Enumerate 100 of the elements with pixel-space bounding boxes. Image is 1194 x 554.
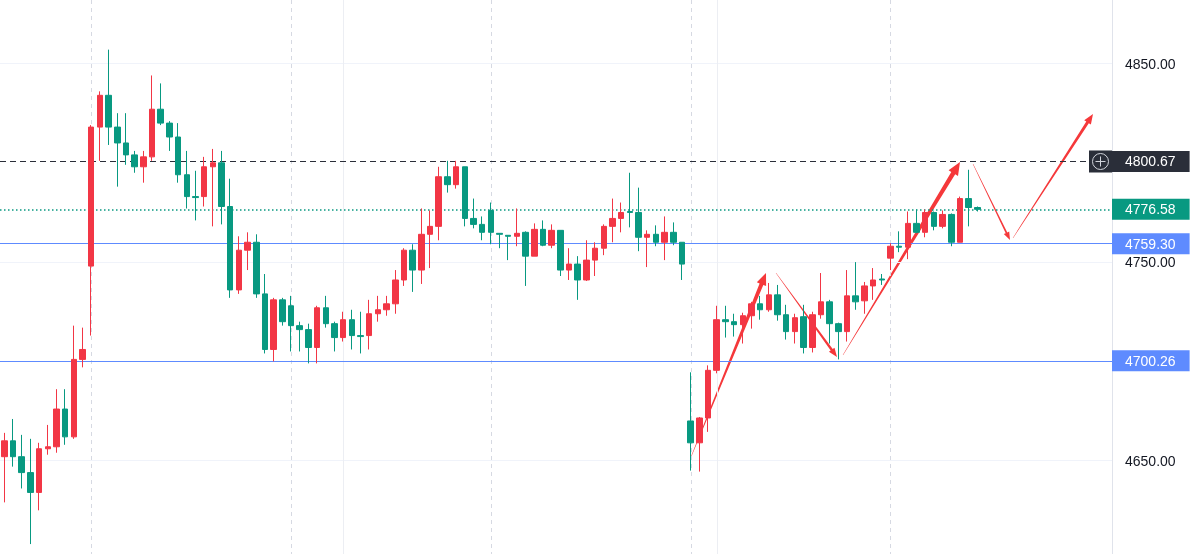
- candlestick: [45, 424, 51, 456]
- candlestick: [557, 229, 564, 277]
- candlestick: [97, 90, 103, 162]
- candlestick: [305, 323, 312, 364]
- candlestick: [236, 235, 242, 295]
- candlestick: [10, 418, 16, 468]
- candlestick: [574, 255, 581, 301]
- candlestick: [427, 209, 433, 269]
- candlestick: [731, 313, 737, 338]
- candlestick: [566, 247, 572, 281]
- candlestick: [18, 434, 25, 489]
- candlestick: [435, 166, 442, 241]
- candlestick: [331, 321, 338, 352]
- candlestick: [262, 273, 268, 354]
- candlestick: [531, 222, 538, 257]
- candlestick: [748, 301, 755, 330]
- candlestick: [879, 273, 885, 286]
- candlestick: [809, 311, 816, 353]
- candlestick: [270, 297, 277, 362]
- candlestick: [852, 261, 859, 311]
- candlestick: [818, 272, 824, 320]
- candlestick: [844, 269, 850, 343]
- candlestick: [870, 267, 876, 301]
- candlestick: [409, 243, 416, 293]
- candlestick: [957, 196, 963, 243]
- candlestick: [740, 312, 746, 345]
- candlestick: [896, 230, 902, 253]
- candlestick: [948, 212, 955, 247]
- candlestick: [522, 230, 529, 287]
- candlestick: [1, 432, 8, 503]
- candlestick: [601, 223, 607, 256]
- candlestick: [514, 207, 520, 247]
- candlestick: [766, 282, 772, 313]
- candlestick: [479, 215, 485, 241]
- candlestick: [922, 208, 928, 238]
- y-tick-label: 4850.00: [1125, 55, 1176, 72]
- candlestick: [609, 198, 616, 243]
- candlestick: [444, 160, 451, 194]
- candlestick: [713, 305, 720, 374]
- candlestick: [140, 150, 147, 184]
- candlestick: [696, 416, 703, 473]
- candlestick: [540, 219, 546, 247]
- candlestick: [792, 313, 798, 345]
- y-tick-label: 4650.00: [1125, 452, 1176, 469]
- candlestick: [296, 321, 303, 352]
- candlestick: [592, 241, 598, 277]
- candlestick: [79, 327, 86, 368]
- candlestick: [288, 295, 294, 352]
- candlestick: [184, 150, 190, 209]
- candlestick: [687, 371, 694, 472]
- candlestick: [166, 120, 173, 152]
- candlestick: [383, 295, 390, 317]
- candlestick: [670, 221, 677, 246]
- candlestick: [123, 112, 129, 166]
- candlestick: [175, 122, 181, 184]
- candlestick: [583, 239, 590, 282]
- candlestick: [905, 210, 911, 260]
- candlestick: [323, 295, 329, 329]
- candlestick: [157, 82, 164, 126]
- candlestick: [401, 247, 407, 287]
- candlestick: [679, 241, 685, 281]
- candlestick: [392, 269, 399, 315]
- candlestick: [496, 232, 503, 249]
- candlestick: [62, 388, 68, 446]
- candlestick: [783, 304, 789, 341]
- candlestick: [279, 297, 286, 327]
- candlestick: [548, 223, 555, 249]
- candlestick: [618, 202, 624, 233]
- candlestick: [722, 305, 729, 339]
- candlestick: [800, 304, 807, 354]
- ref-line-label: 4776.58: [1125, 201, 1176, 218]
- candlestick: [131, 150, 138, 174]
- candlestick: [774, 284, 781, 322]
- candlestick: [375, 295, 381, 323]
- candlestick: [366, 299, 372, 350]
- candlestick: [705, 364, 711, 433]
- candlestick: [244, 231, 251, 271]
- candlestick: [340, 311, 346, 343]
- candlestick: [453, 160, 459, 190]
- candlestick: [653, 224, 659, 247]
- candlestick: [661, 215, 668, 261]
- candlestick: [357, 311, 364, 354]
- candlestick: [253, 233, 260, 299]
- y-tick-label: 4750.00: [1125, 254, 1176, 271]
- candlestick: [201, 156, 207, 208]
- candlestick: [861, 281, 868, 315]
- candlestick: [314, 305, 320, 364]
- candlestick: [114, 112, 121, 188]
- candlestick: [71, 325, 77, 440]
- ref-line-label: 4800.67: [1125, 153, 1176, 170]
- candlestick: [27, 438, 34, 545]
- candlestick: [53, 388, 60, 454]
- ref-line-label: 4759.30: [1125, 235, 1176, 252]
- candlestick: [887, 242, 894, 271]
- candlestick: [149, 74, 155, 162]
- candlestick: [826, 299, 833, 345]
- candlestick: [105, 49, 112, 146]
- candlestick: [349, 309, 355, 350]
- candlestick: [757, 295, 763, 321]
- candlestick: [418, 207, 425, 285]
